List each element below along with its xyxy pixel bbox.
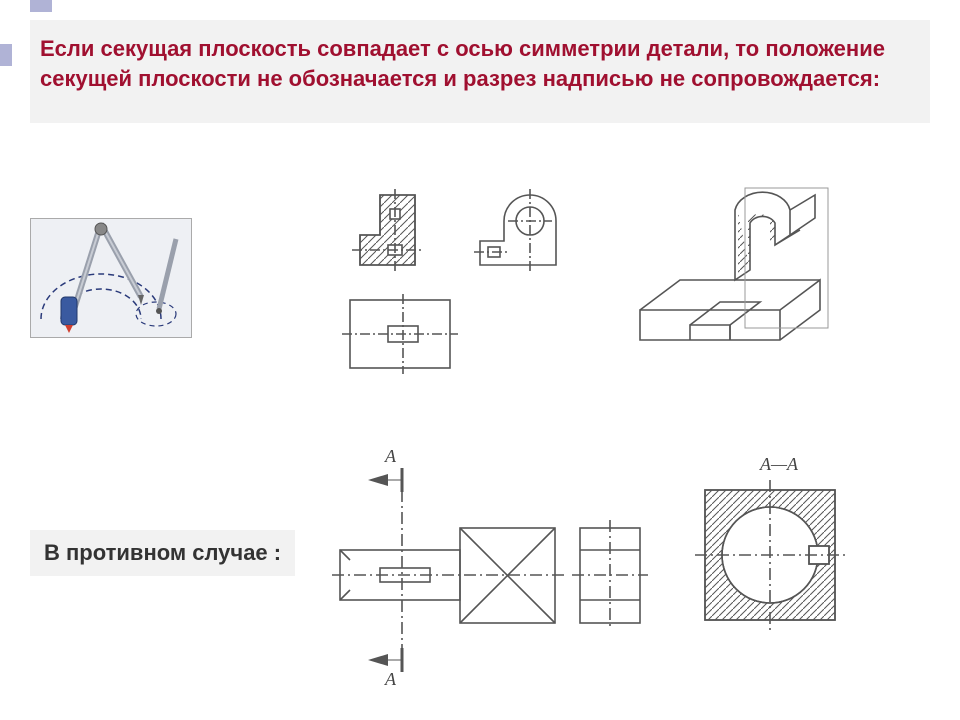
- caption-text: В противном случае :: [44, 540, 281, 565]
- compass-illustration: [30, 218, 192, 338]
- slide-marker-top: [30, 0, 52, 12]
- caption-box: В противном случае :: [30, 530, 295, 576]
- drawing-labeled-section: А А А—А: [330, 440, 900, 700]
- title-box: Если секущая плоскость совпадает с осью …: [30, 20, 930, 123]
- section-arrow-label-bottom: А: [384, 669, 397, 689]
- section-title-label: А—А: [759, 454, 799, 474]
- drawing-unlabeled-section: [330, 185, 900, 400]
- slide-marker-left: [0, 44, 12, 66]
- section-arrow-label-top: А: [384, 446, 397, 466]
- title-text: Если секущая плоскость совпадает с осью …: [40, 34, 912, 93]
